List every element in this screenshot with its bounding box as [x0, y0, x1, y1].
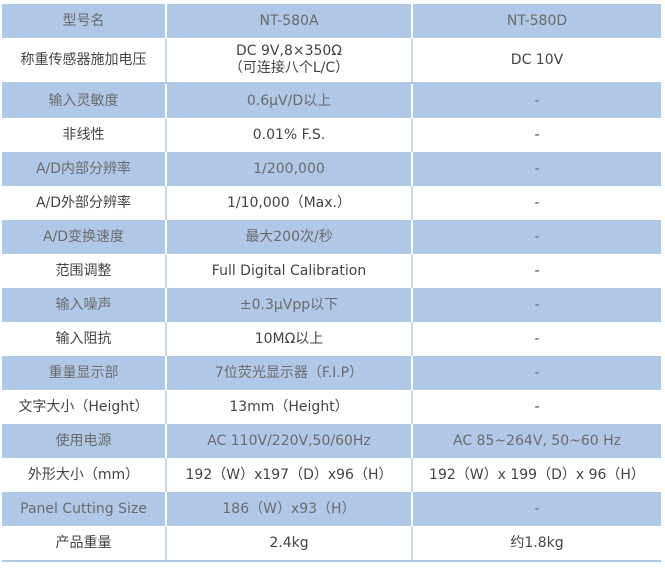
cell-nt580d: - — [411, 118, 661, 152]
cell-nt580a: 1/200,000 — [165, 152, 412, 186]
table-row: A/D变换速度 最大200次/秒 - — [2, 220, 661, 254]
table-row: 重量显示部 7位荧光显示器（F.I.P） - — [2, 356, 661, 390]
cell-line: （可连接八个L/C） — [228, 60, 350, 76]
row-label: 使用电源 — [2, 424, 166, 458]
cell-nt580d: 192（W）x 199（D）x 96（H） — [411, 458, 661, 492]
row-label: 重量显示部 — [2, 356, 166, 390]
row-label: 外形大小（mm） — [2, 458, 166, 492]
cell-nt580d: - — [411, 322, 661, 356]
cell-nt580a: 13mm（Height） — [165, 390, 412, 424]
row-label: 文字大小（Height） — [2, 390, 166, 424]
cell-nt580a: 186（W）x93（H） — [165, 492, 412, 526]
table-row: 范围调整 Full Digital Calibration - — [2, 254, 661, 288]
table-row: 使用电源 AC 110V/220V,50/60Hz AC 85~264V, 50~6… — [2, 424, 661, 458]
table-row: 称重传感器施加电压 DC 9V,8×350Ω （可连接八个L/C） DC 10V — [2, 38, 661, 84]
table-row: Panel Cutting Size 186（W）x93（H） - — [2, 492, 661, 526]
cell-nt580a: 最大200次/秒 — [165, 220, 412, 254]
row-label: 称重传感器施加电压 — [2, 38, 166, 84]
cell-nt580d: AC 85~264V, 50~60 Hz — [411, 424, 661, 458]
cell-nt580d: - — [411, 356, 661, 390]
table-row: 输入灵敏度 0.6μV/D以上 - — [2, 83, 661, 118]
table-row: 文字大小（Height） 13mm（Height） - — [2, 390, 661, 424]
cell-nt580a: 2.4kg — [165, 526, 412, 562]
cell-nt580a: 10MΩ以上 — [165, 322, 412, 356]
cell-line: DC 9V,8×350Ω — [236, 43, 342, 59]
table-row: A/D外部分辨率 1/10,000（Max.） - — [2, 186, 661, 220]
row-label: 范围调整 — [2, 254, 166, 288]
header-row: 型号名 NT-580A NT-580D — [2, 4, 661, 38]
cell-nt580a: 192（W）x197（D）x96（H） — [165, 458, 412, 492]
cell-nt580d: 约1.8kg — [411, 526, 661, 562]
cell-nt580a: 0.01% F.S. — [165, 118, 412, 152]
cell-nt580d: - — [411, 288, 661, 322]
row-label: 输入噪声 — [2, 288, 166, 322]
cell-nt580d: - — [411, 492, 661, 526]
header-cell: NT-580D — [411, 4, 661, 38]
cell-nt580a: ±0.3μVpp以下 — [165, 288, 412, 322]
cell-nt580a: 7位荧光显示器（F.I.P） — [165, 356, 412, 390]
header-cell: 型号名 — [2, 4, 166, 38]
table-row: A/D内部分辨率 1/200,000- — [2, 152, 661, 186]
table-row: 产品重量 2.4kg 约1.8kg — [2, 526, 661, 562]
cell-nt580d: - — [411, 186, 661, 220]
cell-nt580d: - — [411, 254, 661, 288]
cell-nt580d: DC 10V — [411, 38, 661, 84]
row-label: A/D内部分辨率 — [2, 152, 166, 186]
cell-nt580d: - — [411, 390, 661, 424]
table-row: 外形大小（mm） 192（W）x197（D）x96（H） 192（W）x 199（D… — [2, 458, 661, 492]
cell-nt580a: 1/10,000（Max.） — [165, 186, 412, 220]
header-cell: NT-580A — [165, 4, 412, 38]
cell-nt580a: AC 110V/220V,50/60Hz — [165, 424, 412, 458]
table-row: 输入阻抗 10MΩ以上 - — [2, 322, 661, 356]
cell-nt580a: 0.6μV/D以上 — [165, 83, 412, 118]
cell-nt580a: DC 9V,8×350Ω （可连接八个L/C） — [165, 38, 412, 84]
cell-nt580d: - — [411, 83, 661, 118]
cell-nt580a: Full Digital Calibration — [165, 254, 412, 288]
row-label: 输入阻抗 — [2, 322, 166, 356]
spec-table: 型号名 NT-580A NT-580D 称重传感器施加电压 DC 9V,8×35… — [2, 4, 661, 562]
table-row: 输入噪声 ±0.3μVpp以下 - — [2, 288, 661, 322]
row-label: 产品重量 — [2, 526, 166, 562]
cell-nt580d: - — [411, 152, 661, 186]
row-label: 输入灵敏度 — [2, 83, 166, 118]
row-label: Panel Cutting Size — [2, 492, 166, 526]
table-row: 非线性 0.01% F.S. - — [2, 118, 661, 152]
row-label: A/D变换速度 — [2, 220, 166, 254]
row-label: A/D外部分辨率 — [2, 186, 166, 220]
cell-nt580d: - — [411, 220, 661, 254]
row-label: 非线性 — [2, 118, 166, 152]
